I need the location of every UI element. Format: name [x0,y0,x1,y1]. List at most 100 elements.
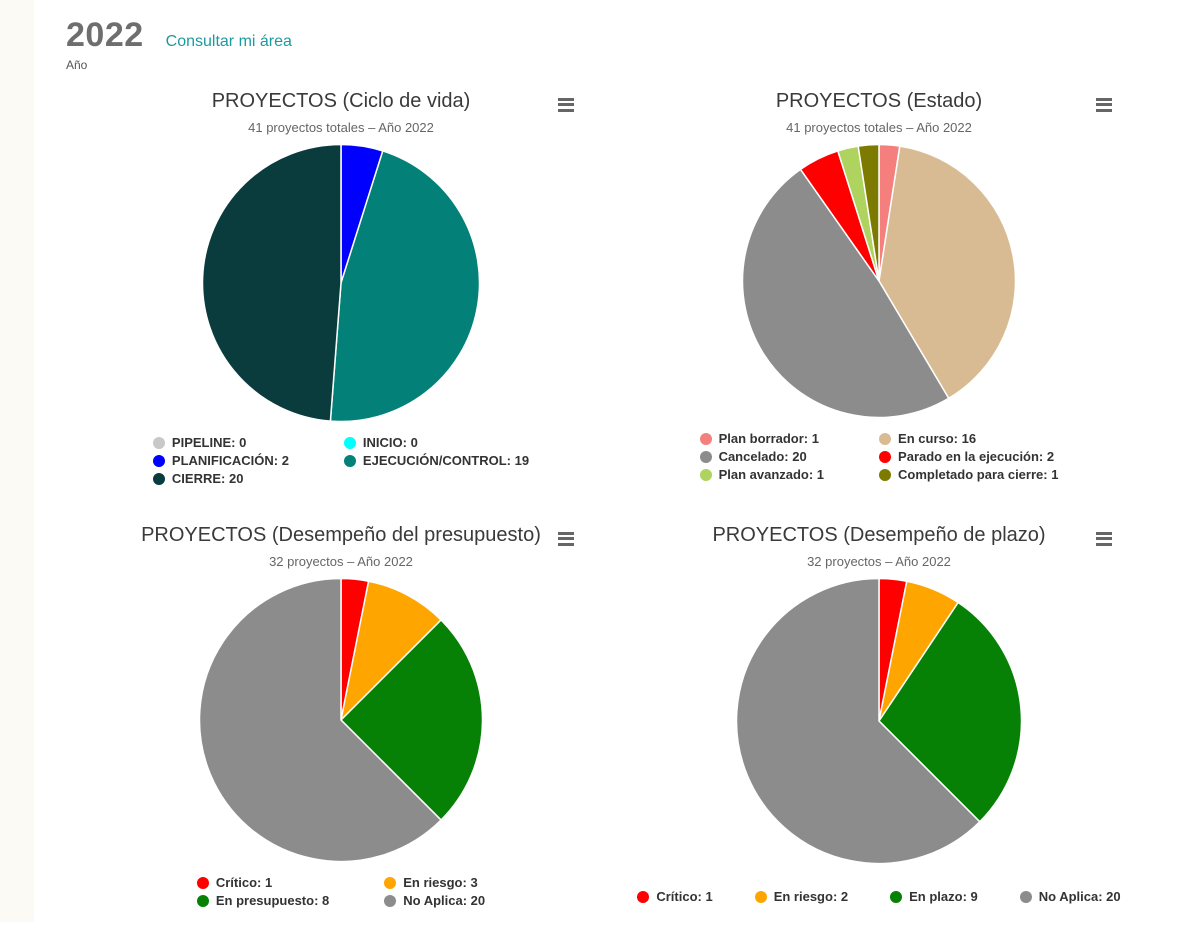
legend-item[interactable]: Parado en la ejecución: 2 [879,449,1058,464]
legend-item[interactable]: CIERRE: 20 [152,471,289,486]
chart-title: PROYECTOS (Desempeño del presupuesto) [141,524,541,546]
legend-label: Cancelado: 20 [718,449,807,464]
pie-chart [198,577,484,863]
pie-slice-Cancelado[interactable] [741,168,950,419]
legend-marker [152,454,165,467]
legend-label: En riesgo: 2 [773,889,849,904]
legend-marker [384,894,397,907]
legend-item[interactable]: INICIO: 0 [343,435,529,450]
legend-item[interactable]: Cancelado: 20 [699,449,824,464]
year-field-label: Año [66,58,88,72]
legend-marker [879,432,892,445]
legend-item[interactable]: PLANIFICACIÓN: 2 [152,453,289,468]
chart-title: PROYECTOS (Estado) [775,90,983,112]
legend-label: PIPELINE: 0 [171,435,247,450]
legend-item[interactable]: En curso: 16 [879,431,1058,446]
chart-card-desempeno-plazo: PROYECTOS (Desempeño de plazo) 32 proyec… [610,512,1148,936]
legend-label: INICIO: 0 [362,435,418,450]
pie-slice-No Aplica[interactable] [198,577,443,863]
legend-marker [152,436,165,449]
legend-marker [196,894,209,907]
legend-item[interactable]: En presupuesto: 8 [196,893,330,908]
pie-chart [735,577,1023,865]
legend-marker [879,450,892,463]
legend-label: No Aplica: 20 [403,893,486,908]
legend-item[interactable]: En plazo: 9 [890,889,978,904]
chart-title: PROYECTOS (Desempeño de plazo) [712,524,1046,546]
legend-marker [890,890,903,903]
hamburger-icon [558,97,574,112]
legend-label: En presupuesto: 8 [215,893,330,908]
legend-label: Crítico: 1 [656,889,713,904]
pie-slice-No Aplica[interactable] [735,577,981,865]
legend-label: Plan borrador: 1 [718,431,819,446]
chart-subtitle: 32 proyectos – Año 2022 [807,554,951,569]
hamburger-icon [1096,97,1112,112]
legend-item[interactable]: Completado para cierre: 1 [879,467,1058,482]
legend-marker [699,432,712,445]
legend-label: En riesgo: 3 [403,875,478,890]
chart-card-ciclo-de-vida: PROYECTOS (Ciclo de vida) 41 proyectos t… [72,84,610,512]
legend-label: Plan avanzado: 1 [718,467,825,482]
pie-slice-Completado para cierre[interactable] [857,143,880,282]
pie-chart [741,143,1017,419]
chart-legend: Crítico: 1 En riesgo: 3 En presupuesto: 8 N… [196,875,485,908]
chart-subtitle: 41 proyectos totales – Año 2022 [786,120,972,135]
legend-item[interactable]: No Aplica: 20 [1019,889,1121,904]
left-panel-edge [0,0,34,922]
legend-label: En plazo: 9 [909,889,978,904]
chart-context-menu-button[interactable] [556,93,576,116]
chart-card-desempeno-presupuesto: PROYECTOS (Desempeño del presupuesto) 32… [72,512,610,936]
charts-grid: PROYECTOS (Ciclo de vida) 41 proyectos t… [72,84,1148,936]
year-value: 2022 [66,16,144,54]
legend-label: CIERRE: 20 [171,471,244,486]
page-header: 2022 Consultar mi área Año [66,16,292,72]
legend-item[interactable]: Crítico: 1 [196,875,329,890]
pie-slice-En curso[interactable] [878,145,1017,400]
chart-title: PROYECTOS (Ciclo de vida) [211,90,471,112]
legend-item[interactable]: No Aplica: 20 [384,893,485,908]
legend-label: No Aplica: 20 [1038,889,1121,904]
legend-marker [699,468,712,481]
legend-item[interactable]: EJECUCIÓN/CONTROL: 19 [343,453,530,468]
legend-item[interactable]: Crítico: 1 [637,889,713,904]
chart-subtitle: 41 proyectos totales – Año 2022 [248,120,434,135]
legend-label: Completado para cierre: 1 [898,467,1059,482]
legend-marker [699,450,712,463]
chart-legend: Crítico: 1 En riesgo: 2 En plazo: 9 No Apli… [637,889,1121,904]
chart-context-menu-button[interactable] [1094,93,1114,116]
legend-marker [754,890,767,903]
pie-slice-En presupuesto[interactable] [339,618,484,822]
consultar-mi-area-link[interactable]: Consultar mi área [165,33,292,50]
chart-legend: Plan borrador: 1 En curso: 16 Cancelado: 2… [699,431,1058,482]
legend-label: PLANIFICACIÓN: 2 [171,453,289,468]
pie-slice-En plazo[interactable] [878,601,1023,823]
hamburger-icon [558,531,574,546]
legend-item[interactable]: Plan borrador: 1 [699,431,824,446]
pie-chart [201,143,481,423]
hamburger-icon [1096,531,1112,546]
legend-marker [879,468,892,481]
legend-marker [343,454,356,467]
legend-label: EJECUCIÓN/CONTROL: 19 [362,453,530,468]
legend-marker [637,890,650,903]
chart-context-menu-button[interactable] [556,527,576,550]
legend-item[interactable]: En riesgo: 2 [754,889,849,904]
legend-marker [196,876,209,889]
legend-item[interactable]: Plan avanzado: 1 [699,467,825,482]
chart-card-estado: PROYECTOS (Estado) 41 proyectos totales … [610,84,1148,512]
pie-slice-CIERRE[interactable] [201,143,342,422]
legend-label: Crítico: 1 [215,875,273,890]
legend-label: En curso: 16 [898,431,977,446]
legend-marker [343,436,356,449]
pie-slice-EJECUCIÓN/CONTROL[interactable] [329,150,481,423]
legend-item[interactable]: PIPELINE: 0 [152,435,289,450]
chart-subtitle: 32 proyectos – Año 2022 [269,554,413,569]
chart-context-menu-button[interactable] [1094,527,1114,550]
legend-marker [152,472,165,485]
chart-legend: PIPELINE: 0 INICIO: 0 PLANIFICACIÓN: 2 EJEC… [152,435,530,486]
legend-item[interactable]: En riesgo: 3 [384,875,485,890]
legend-marker [384,876,397,889]
pie-slice-En riesgo[interactable] [339,580,443,723]
legend-marker [1019,890,1032,903]
